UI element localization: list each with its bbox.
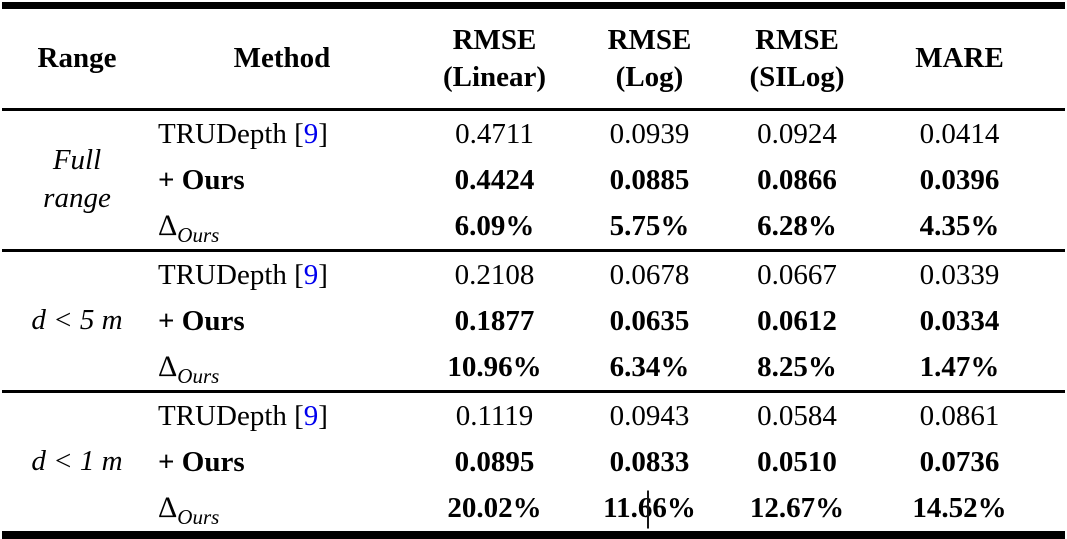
group-full-range: Full range TRUDepth [9] 0.4711 0.0939 0.… bbox=[2, 110, 1065, 251]
rmse-linear-value: 0.0895 bbox=[454, 445, 535, 478]
method-cell-delta: ΔOurs bbox=[152, 485, 412, 535]
range-line: Full bbox=[52, 144, 102, 177]
rmse-log-value: 0.0885 bbox=[609, 163, 690, 196]
rmse-silog-value: 0.0612 bbox=[757, 304, 837, 337]
group-d-lt-5m: d < 5 m TRUDepth [9] 0.2108 0.0678 0.066… bbox=[2, 249, 1065, 392]
mare-value: 0.0339 bbox=[872, 249, 1065, 298]
table-row: d < 5 m TRUDepth [9] 0.2108 0.0678 0.066… bbox=[2, 249, 1065, 392]
table-row: ΔOurs 20.02% 11.66% 12.67% 14.52% bbox=[2, 485, 1065, 535]
table-header: Range Method RMSE (Linear) RMSE (Log) RM… bbox=[2, 5, 1065, 111]
delta-symbol: Δ bbox=[158, 491, 178, 524]
rmse-silog-value: 0.0584 bbox=[722, 390, 872, 439]
rmse-log-value: 0.0833 bbox=[609, 445, 690, 478]
rmse-silog-value: 12.67% bbox=[749, 491, 845, 524]
rmse-silog-value: 8.25% bbox=[757, 350, 837, 383]
rmse-linear-value: 0.4711 bbox=[455, 117, 534, 150]
table-row: + Ours 0.0895 0.0833 0.0510 0.0736 bbox=[2, 439, 1065, 485]
mare-value: 14.52% bbox=[912, 491, 1007, 524]
range-label-full: Full range bbox=[2, 110, 152, 251]
range-line: range bbox=[43, 182, 111, 214]
header-line: (SILog) bbox=[749, 60, 845, 93]
method-cell-delta: ΔOurs bbox=[152, 203, 412, 251]
rmse-log-value: 0.0678 bbox=[577, 249, 722, 298]
rmse-silog-value: 6.28% bbox=[757, 209, 837, 242]
mare-value: 0.0396 bbox=[919, 163, 1000, 196]
method-cell-delta: ΔOurs bbox=[152, 344, 412, 392]
rmse-log-value: 0.0943 bbox=[577, 390, 722, 439]
citation-link[interactable]: 9 bbox=[303, 258, 319, 291]
rmse-linear-value: 0.4424 bbox=[454, 163, 535, 196]
delta-subscript: Ours bbox=[177, 504, 220, 529]
method-cell: + Ours bbox=[158, 445, 245, 478]
rmse-linear-value: 0.1877 bbox=[454, 304, 535, 337]
col-header-method: Method bbox=[152, 5, 412, 111]
table-row: ΔOurs 10.96% 6.34% 8.25% 1.47% bbox=[2, 344, 1065, 392]
rmse-linear-value: 0.2108 bbox=[412, 249, 577, 298]
rmse-linear-value: 20.02% bbox=[447, 491, 542, 524]
method-name: TRUDepth [ bbox=[158, 117, 304, 150]
mare-value: 0.0861 bbox=[872, 390, 1065, 439]
citation-link[interactable]: 9 bbox=[303, 399, 319, 432]
delta-subscript: Ours bbox=[177, 363, 220, 388]
citation-link[interactable]: 9 bbox=[303, 117, 319, 150]
rmse-silog-value: 0.0510 bbox=[757, 445, 837, 478]
header-line: (Log) bbox=[615, 60, 684, 93]
group-d-lt-1m: d < 1 m TRUDepth [9] 0.1119 0.0943 0.058… bbox=[2, 390, 1065, 535]
rmse-linear-value: 0.1119 bbox=[412, 390, 577, 439]
delta-symbol: Δ bbox=[158, 350, 178, 383]
range-label-d1: d < 1 m bbox=[2, 390, 152, 535]
mare-value: 4.35% bbox=[919, 209, 1000, 242]
method-cell: TRUDepth [9] bbox=[152, 110, 412, 158]
mare-value: 0.0736 bbox=[919, 445, 1000, 478]
method-cell: + Ours bbox=[158, 163, 245, 196]
rmse-silog-value: 0.0866 bbox=[757, 163, 837, 196]
col-header-rmse-log: RMSE (Log) bbox=[577, 5, 722, 111]
table-row: Full range TRUDepth [9] 0.4711 0.0939 0.… bbox=[2, 110, 1065, 215]
col-header-rmse-linear: RMSE (Linear) bbox=[412, 5, 577, 111]
col-header-mare: MARE bbox=[872, 5, 1065, 111]
rmse-linear-value: 6.09% bbox=[454, 209, 535, 242]
mare-value: 0.0414 bbox=[919, 117, 1000, 150]
col-header-rmse-silog: RMSE (SILog) bbox=[722, 5, 872, 111]
header-line: RMSE bbox=[607, 24, 692, 57]
range-label-d5: d < 5 m bbox=[2, 249, 152, 392]
range-line: d < 5 m bbox=[31, 304, 123, 337]
citation-bracket: ] bbox=[318, 258, 328, 291]
rmse-log-value: 0.0635 bbox=[609, 304, 690, 337]
metric-value-text: 11.66% bbox=[603, 491, 696, 524]
col-header-range: Range bbox=[2, 5, 152, 111]
method-cell: TRUDepth [9] bbox=[152, 390, 412, 439]
rmse-log-value: 11.66% bbox=[577, 485, 722, 535]
table-row: + Ours 0.1877 0.0635 0.0612 0.0334 bbox=[2, 298, 1065, 344]
rmse-silog-value: 0.0924 bbox=[757, 117, 837, 150]
table-row: d < 1 m TRUDepth [9] 0.1119 0.0943 0.058… bbox=[2, 390, 1065, 535]
table-row: ΔOurs 6.09% 5.75% 6.28% 4.35% bbox=[2, 203, 1065, 251]
delta-subscript: Ours bbox=[177, 222, 220, 247]
citation-bracket: ] bbox=[318, 117, 328, 150]
citation-bracket: ] bbox=[318, 399, 328, 432]
text-cursor bbox=[646, 490, 649, 529]
header-line: RMSE bbox=[755, 24, 839, 57]
mare-value: 1.47% bbox=[919, 350, 1000, 383]
method-cell: + Ours bbox=[158, 304, 245, 337]
method-cell: TRUDepth [9] bbox=[152, 249, 412, 298]
range-line: d < 1 m bbox=[31, 445, 123, 478]
rmse-log-value: 0.0939 bbox=[609, 117, 690, 150]
method-name: TRUDepth [ bbox=[158, 399, 304, 432]
table-row: + Ours 0.4424 0.0885 0.0866 0.0396 bbox=[2, 157, 1065, 203]
header-line: (Linear) bbox=[442, 60, 547, 93]
delta-symbol: Δ bbox=[158, 209, 178, 242]
rmse-log-value: 6.34% bbox=[609, 350, 690, 383]
header-line: RMSE bbox=[452, 24, 537, 57]
method-name: TRUDepth [ bbox=[158, 258, 304, 291]
mare-value: 0.0334 bbox=[919, 304, 1000, 337]
rmse-silog-value: 0.0667 bbox=[722, 249, 872, 298]
rmse-log-value: 5.75% bbox=[609, 209, 690, 242]
rmse-linear-value: 10.96% bbox=[447, 350, 542, 383]
